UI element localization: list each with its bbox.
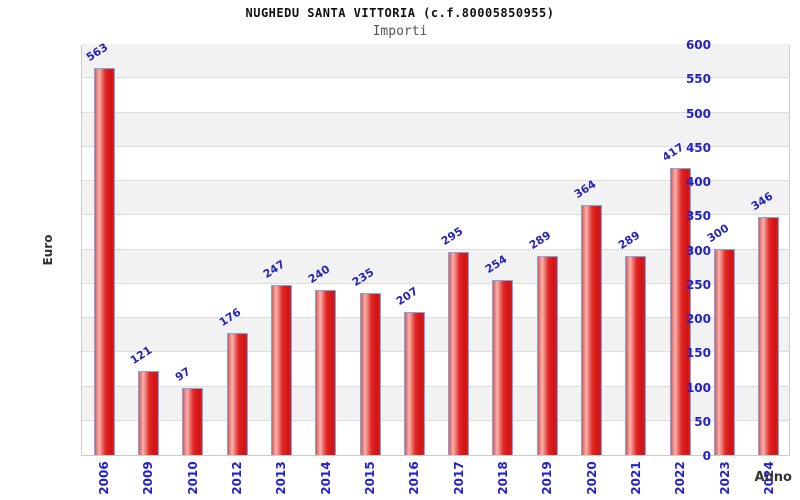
- chart-subtitle: Importi: [372, 24, 428, 39]
- grid-line: [82, 111, 789, 113]
- grid-line: [82, 214, 789, 216]
- bar-2013: [270, 284, 292, 455]
- y-tick-label: 0: [702, 449, 711, 463]
- x-tick-label-2018: 2018: [495, 461, 510, 495]
- x-tick-label-2009: 2009: [141, 461, 156, 495]
- bar-2023: [714, 248, 736, 455]
- bar-2012: [226, 333, 248, 455]
- y-tick-label: 100: [685, 380, 711, 395]
- bar-2019: [536, 256, 558, 455]
- bar-2016: [403, 312, 425, 455]
- y-tick-label: 250: [685, 277, 711, 292]
- chart-title: NUGHEDU SANTA VITTORIA (c.f.80005850955): [245, 6, 555, 20]
- bar-2022: [669, 168, 691, 455]
- x-tick-label-2019: 2019: [540, 461, 555, 495]
- y-tick-label: 200: [685, 312, 711, 326]
- bar-2018: [492, 280, 514, 455]
- x-tick-label-2017: 2017: [451, 461, 466, 495]
- y-tick-label: 150: [685, 346, 711, 361]
- y-tick-label: 350: [685, 209, 711, 224]
- grid-line: [82, 385, 789, 387]
- bar-2014: [315, 289, 337, 455]
- x-tick-label-2006: 2006: [97, 461, 112, 495]
- grid-line: [82, 317, 789, 318]
- bar-2010: [182, 387, 204, 455]
- grid-line: [82, 282, 789, 284]
- x-tick-label-2023: 2023: [717, 461, 732, 495]
- bar-2006: [93, 68, 115, 455]
- x-tick-label-2010: 2010: [185, 461, 200, 495]
- x-tick-label-2021: 2021: [628, 461, 643, 495]
- bar-2020: [581, 204, 603, 455]
- plot-area: 563 121 97 176 247 240 235 207 295 254 289 364 289 41…: [81, 41, 790, 456]
- bar-2024: [758, 217, 780, 455]
- grid-band: [82, 78, 789, 113]
- grid-line: [82, 180, 789, 181]
- y-tick-label: 500: [685, 106, 711, 121]
- x-tick-label-2016: 2016: [407, 461, 422, 495]
- grid-band: [82, 44, 789, 79]
- bar-2015: [359, 293, 381, 455]
- x-tick-label-2012: 2012: [230, 461, 245, 495]
- y-tick-label: 400: [685, 175, 711, 189]
- bar-2017: [448, 251, 470, 455]
- x-tick-label-2014: 2014: [318, 461, 333, 495]
- grid-line: [82, 419, 789, 421]
- x-tick-label-2020: 2020: [584, 461, 599, 495]
- bar-2021: [625, 256, 647, 455]
- x-tick-label-2022: 2022: [673, 461, 688, 495]
- y-axis-title: Euro: [41, 234, 55, 266]
- x-axis-title: Anno: [754, 470, 792, 485]
- y-tick-label: 50: [694, 414, 711, 429]
- y-tick-label: 300: [685, 243, 711, 258]
- grid-line: [82, 351, 789, 353]
- bar-2009: [137, 371, 159, 455]
- grid-band: [82, 112, 789, 147]
- grid-line: [82, 248, 789, 250]
- x-tick-label-2015: 2015: [363, 461, 378, 495]
- y-tick-label: 550: [685, 72, 711, 87]
- grid-line: [82, 145, 789, 147]
- x-tick-label-2013: 2013: [274, 461, 289, 495]
- y-tick-label: 450: [685, 140, 711, 155]
- y-tick-label: 600: [685, 38, 711, 52]
- grid-line: [82, 77, 789, 79]
